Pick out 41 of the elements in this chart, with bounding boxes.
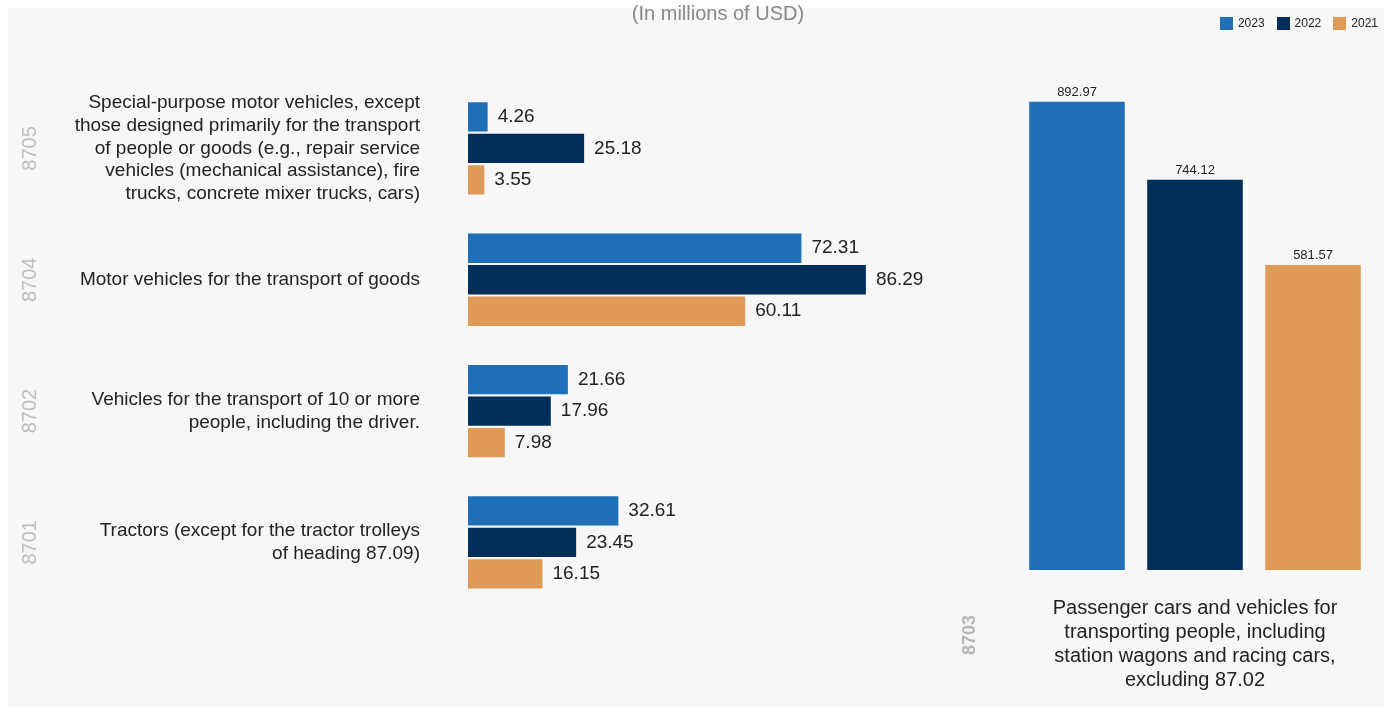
bar <box>468 364 568 395</box>
legend-label: 2023 <box>1237 16 1265 30</box>
text: 8703 <box>958 614 979 656</box>
text: 8704 <box>17 257 40 302</box>
data-label: 60.11 <box>755 299 802 321</box>
data-label: 17.96 <box>560 399 609 421</box>
data-label: 72.31 <box>811 236 859 258</box>
data-label: 744.12 <box>1175 161 1215 177</box>
bar <box>468 133 585 164</box>
data-label: 23.45 <box>586 530 634 552</box>
data-label: 32.61 <box>628 499 676 521</box>
bar <box>468 265 866 295</box>
legend-label: 2022 <box>1294 16 1322 30</box>
bar <box>468 233 802 263</box>
data-label: 7.98 <box>514 430 552 452</box>
data-label: 16.15 <box>552 562 601 584</box>
text: 8701 <box>17 520 40 565</box>
y-tick-label: Vehicles for the transport of 10 or more people, including the driver. <box>91 387 420 432</box>
legend-label: 2021 <box>1351 16 1378 30</box>
x-axis-title: Passenger cars and vehicles for transporting people, including station wagons and racing cars, excluding 87.02 <box>1052 595 1338 690</box>
data-label: 3.55 <box>494 168 532 190</box>
bar <box>468 396 551 426</box>
data-label: 4.26 <box>497 105 535 127</box>
text: 8705 <box>17 126 40 171</box>
bar <box>468 296 746 326</box>
bar <box>468 559 543 589</box>
data-label: 581.57 <box>1293 247 1333 263</box>
data-label: 892.97 <box>1057 83 1097 99</box>
data-label: 86.29 <box>875 267 924 289</box>
bar <box>468 102 488 132</box>
bar <box>468 527 577 557</box>
y-tick-label: Motor vehicles for the transport of goods <box>79 267 420 289</box>
text: 8702 <box>17 388 40 434</box>
bar <box>468 165 485 195</box>
y-tick-label: Tractors (except for the tractor trolleys of heading 87.09) <box>99 519 420 563</box>
chart-subtitle: (In millions of USD) <box>630 2 806 25</box>
bar <box>468 496 619 526</box>
data-label: 21.66 <box>577 367 626 389</box>
data-label: 25.18 <box>594 136 642 158</box>
y-tick-label: Special-purpose motor vehicles, except those designed primarily for the transport of people or goods (e.g., repair service vehicles (mechanical assistance), fire trucks, concrete mixer trucks, cars) <box>74 91 421 204</box>
bar <box>468 427 505 458</box>
